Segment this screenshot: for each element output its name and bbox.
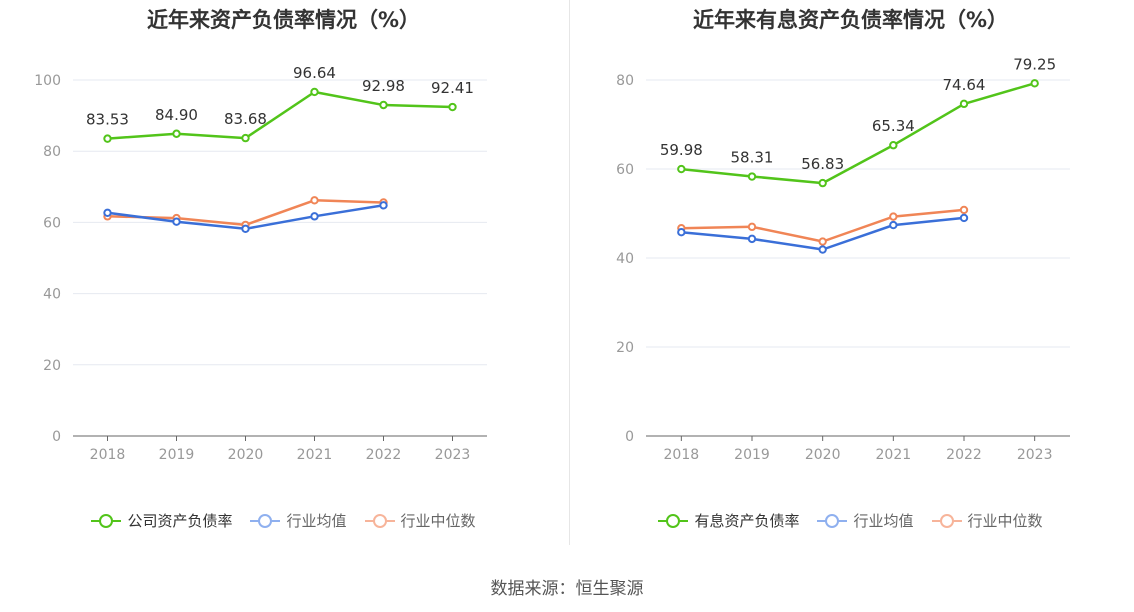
data-label: 83.53 bbox=[86, 111, 129, 129]
data-point bbox=[172, 217, 181, 226]
legend-marker-icon bbox=[817, 513, 848, 529]
legend-item[interactable]: 行业均值 bbox=[817, 510, 914, 531]
data-point bbox=[747, 234, 757, 244]
data-point bbox=[103, 134, 112, 143]
data-point bbox=[818, 178, 827, 188]
y-tick-label: 40 bbox=[43, 287, 61, 303]
data-label: 65.34 bbox=[872, 117, 915, 135]
data-point bbox=[959, 213, 969, 223]
x-tick-label: 2018 bbox=[664, 447, 700, 463]
data-point bbox=[889, 212, 898, 221]
y-tick-label: 20 bbox=[43, 358, 61, 374]
data-point bbox=[747, 172, 757, 181]
data-label: 59.98 bbox=[660, 141, 703, 159]
data-point bbox=[889, 220, 898, 230]
data-source-note: 数据来源：恒生聚源 bbox=[490, 579, 644, 599]
data-label: 96.64 bbox=[293, 64, 336, 82]
data-point bbox=[172, 129, 181, 138]
chart-title: 近年来有息资产负债率情况（%） bbox=[692, 8, 1009, 32]
left-chart-legend: 公司资产负债率 行业均值 行业中位数 bbox=[0, 510, 567, 531]
data-point bbox=[818, 237, 827, 246]
right-chart-legend: 有息资产负债率 行业均值 行业中位数 bbox=[567, 510, 1134, 531]
data-point bbox=[103, 208, 112, 217]
legend-label: 公司资产负债率 bbox=[127, 512, 233, 530]
x-tick-label: 2023 bbox=[435, 447, 471, 463]
data-label: 92.98 bbox=[362, 77, 405, 95]
x-tick-label: 2023 bbox=[1017, 447, 1053, 463]
x-tick-label: 2022 bbox=[366, 447, 402, 463]
x-tick-label: 2022 bbox=[946, 447, 982, 463]
x-tick-label: 2019 bbox=[159, 447, 195, 463]
chart-title: 近年来资产负债率情况（%） bbox=[146, 8, 421, 32]
left-chart-panel: 近年来资产负债率情况（%） 0 20 40 60 80 100 2018 2019 2020 20… bbox=[0, 0, 567, 560]
data-label: 74.64 bbox=[943, 76, 986, 94]
data-label: 56.83 bbox=[801, 155, 844, 173]
y-tick-label: 20 bbox=[616, 340, 634, 356]
data-point bbox=[448, 102, 457, 112]
data-point bbox=[241, 224, 250, 234]
data-point bbox=[889, 141, 898, 150]
legend-item[interactable]: 行业均值 bbox=[250, 510, 347, 531]
left-chart-plot: 0 20 40 60 80 100 2018 2019 2020 2021 2022 2023 83.5… bbox=[34, 64, 487, 463]
data-point bbox=[818, 245, 827, 254]
legend-marker-icon bbox=[931, 513, 962, 529]
legend-marker-icon bbox=[364, 513, 395, 529]
data-point bbox=[747, 222, 757, 232]
y-tick-label: 40 bbox=[616, 251, 634, 267]
data-label: 92.41 bbox=[431, 79, 474, 97]
legend-label: 行业均值 bbox=[853, 512, 914, 530]
x-tick-label: 2021 bbox=[297, 447, 333, 463]
data-point bbox=[379, 201, 388, 210]
y-tick-label: 0 bbox=[625, 429, 634, 445]
legend-label: 行业中位数 bbox=[967, 512, 1043, 530]
legend-label: 有息资产负债率 bbox=[694, 512, 800, 530]
data-label: 83.68 bbox=[224, 110, 267, 128]
data-point bbox=[310, 196, 319, 205]
legend-item[interactable]: 有息资产负债率 bbox=[658, 510, 799, 531]
data-point bbox=[310, 87, 319, 97]
panel-divider bbox=[569, 0, 570, 545]
data-point bbox=[959, 205, 969, 215]
right-chart-panel: 近年来有息资产负债率情况（%） 0 20 40 60 80 2018 2019 2020 202… bbox=[567, 0, 1134, 560]
legend-label: 行业均值 bbox=[286, 512, 347, 530]
y-tick-label: 60 bbox=[43, 215, 61, 231]
data-point bbox=[959, 99, 969, 109]
data-point bbox=[310, 212, 319, 221]
series-line bbox=[681, 82, 1036, 185]
legend-item[interactable]: 行业中位数 bbox=[931, 510, 1043, 531]
legend-marker-icon bbox=[658, 513, 689, 529]
data-label: 79.25 bbox=[1013, 55, 1056, 73]
x-tick-label: 2020 bbox=[805, 447, 841, 463]
data-point bbox=[241, 133, 250, 143]
x-tick-label: 2019 bbox=[734, 447, 770, 463]
legend-label: 行业中位数 bbox=[400, 512, 476, 530]
legend-item[interactable]: 行业中位数 bbox=[364, 510, 476, 531]
right-chart-plot: 0 20 40 60 80 2018 2019 2020 2021 2022 2023 59.98 58… bbox=[616, 55, 1070, 463]
y-tick-label: 0 bbox=[52, 429, 61, 445]
x-tick-label: 2021 bbox=[876, 447, 912, 463]
y-tick-label: 80 bbox=[43, 144, 61, 160]
data-point bbox=[379, 100, 388, 110]
y-tick-label: 60 bbox=[616, 162, 634, 178]
data-point bbox=[677, 164, 686, 174]
series-line bbox=[107, 90, 453, 140]
x-tick-label: 2020 bbox=[228, 447, 264, 463]
legend-marker-icon bbox=[91, 513, 122, 529]
x-tick-label: 2018 bbox=[90, 447, 126, 463]
data-point bbox=[677, 227, 686, 237]
data-label: 58.31 bbox=[731, 149, 774, 167]
data-point bbox=[1030, 79, 1039, 88]
legend-item[interactable]: 公司资产负债率 bbox=[91, 510, 232, 531]
y-tick-label: 80 bbox=[616, 73, 634, 89]
y-tick-label: 100 bbox=[34, 73, 61, 89]
legend-marker-icon bbox=[250, 513, 281, 529]
data-label: 84.90 bbox=[155, 106, 198, 124]
